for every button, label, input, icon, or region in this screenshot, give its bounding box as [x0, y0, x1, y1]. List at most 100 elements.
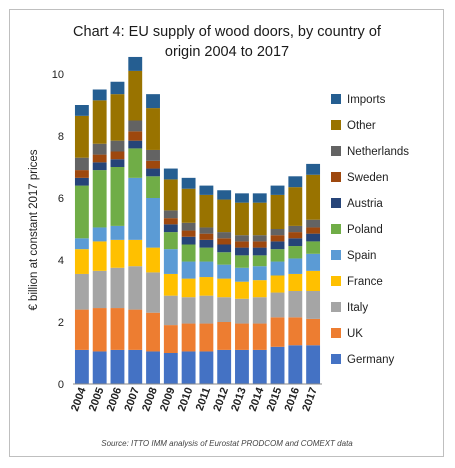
- bar-spain-2010: [181, 261, 196, 279]
- bar-other-2008: [146, 108, 160, 150]
- bar-italy-2009: [163, 295, 178, 326]
- bar-netherlands-2010: [181, 222, 196, 231]
- bar-germany-2017: [306, 345, 321, 384]
- stacked-bar-chart: Chart 4: EU supply of wood doors, by cou…: [28, 24, 409, 448]
- legend-swatch-netherlands: [331, 146, 341, 156]
- bar-sweden-2009: [163, 218, 178, 225]
- legend-label-austria: Austria: [347, 198, 383, 210]
- bar-germany-2009: [163, 353, 178, 384]
- legend-swatch-poland: [331, 224, 341, 234]
- bar-netherlands-2017: [306, 219, 321, 228]
- y-tick-label: 10: [52, 69, 64, 81]
- bar-spain-2004: [74, 238, 89, 250]
- bar-other-2004: [74, 115, 89, 158]
- y-tick-label: 8: [58, 131, 64, 143]
- bar-poland-2015: [270, 249, 285, 262]
- bar-other-2006: [110, 94, 125, 141]
- bar-poland-2017: [306, 241, 321, 254]
- x-tick-label: 2015: [265, 386, 285, 413]
- bar-austria-2007: [128, 140, 143, 149]
- bar-austria-2012: [217, 244, 232, 253]
- bar-france-2008: [146, 247, 160, 273]
- x-tick-label: 2008: [140, 386, 160, 413]
- bar-austria-2015: [270, 241, 285, 250]
- bar-spain-2016: [288, 258, 303, 274]
- y-tick-label: 2: [58, 317, 64, 329]
- bar-uk-2017: [306, 318, 321, 346]
- bar-netherlands-2006: [110, 140, 125, 152]
- bar-poland-2006: [110, 167, 125, 226]
- bar-sweden-2005: [92, 154, 107, 163]
- x-tick-label: 2016: [282, 386, 302, 413]
- bar-germany-2016: [288, 345, 303, 384]
- bar-austria-2016: [288, 238, 303, 247]
- bar-spain-2006: [110, 225, 125, 240]
- legend-label-spain: Spain: [347, 250, 376, 262]
- bar-austria-2013: [235, 247, 249, 256]
- y-tick-label: 4: [58, 255, 64, 267]
- bar-other-2014: [252, 202, 267, 236]
- legend-swatch-sweden: [331, 172, 341, 182]
- x-tick-label: 2005: [87, 386, 107, 413]
- legend-swatch-spain: [331, 250, 341, 260]
- bar-france-2017: [306, 270, 321, 291]
- bar-france-2005: [92, 241, 107, 271]
- bar-poland-2008: [146, 176, 160, 198]
- legend-swatch-imports: [331, 94, 341, 104]
- bar-other-2015: [270, 194, 285, 229]
- bar-italy-2015: [270, 292, 285, 318]
- legend: Imports Other Netherlands Sweden Austria Pola…: [331, 94, 409, 366]
- legend-label-italy: Italy: [347, 302, 368, 314]
- bar-netherlands-2012: [217, 232, 232, 239]
- bar-imports-2006: [110, 81, 125, 95]
- bar-netherlands-2004: [74, 157, 89, 171]
- bar-italy-2010: [181, 297, 196, 324]
- bar-spain-2013: [235, 267, 249, 282]
- bar-netherlands-2013: [235, 235, 249, 242]
- bar-netherlands-2011: [199, 227, 214, 234]
- x-tick-label: 2012: [211, 386, 231, 413]
- bar-germany-2005: [92, 351, 107, 384]
- y-axis-ticks: 0 2 4 6 8 10: [52, 69, 64, 391]
- bar-other-2016: [288, 187, 303, 226]
- bar-france-2014: [252, 280, 267, 298]
- legend-label-other: Other: [347, 120, 376, 132]
- bar-poland-2004: [74, 185, 89, 239]
- bar-imports-2012: [217, 190, 232, 200]
- bar-other-2005: [92, 100, 107, 144]
- bar-austria-2009: [163, 224, 178, 233]
- bar-spain-2008: [146, 198, 160, 248]
- bar-france-2009: [163, 273, 178, 296]
- bar-poland-2014: [252, 255, 267, 267]
- bar-uk-2005: [92, 308, 107, 352]
- legend-swatch-uk: [331, 328, 341, 338]
- bar-sweden-2010: [181, 230, 196, 237]
- bar-sweden-2011: [199, 233, 214, 240]
- bar-france-2015: [270, 275, 285, 293]
- bar-spain-2009: [163, 249, 178, 274]
- bar-uk-2013: [235, 323, 249, 350]
- bar-poland-2005: [92, 170, 107, 228]
- bar-uk-2011: [199, 323, 214, 352]
- x-tick-label: 2017: [300, 386, 320, 413]
- x-tick-label: 2007: [122, 386, 142, 413]
- bar-imports-2014: [252, 193, 267, 203]
- bar-germany-2015: [270, 346, 285, 384]
- legend-label-germany: Germany: [347, 354, 395, 366]
- bar-italy-2013: [235, 298, 249, 324]
- x-tick-label: 2010: [176, 386, 196, 413]
- bar-imports-2009: [163, 168, 178, 180]
- bar-other-2013: [235, 202, 249, 236]
- x-tick-label: 2006: [105, 386, 125, 413]
- bar-uk-2010: [181, 323, 196, 352]
- bar-uk-2004: [74, 309, 89, 350]
- legend-label-uk: UK: [347, 328, 363, 340]
- bar-sweden-2015: [270, 235, 285, 242]
- bar-italy-2006: [110, 267, 125, 309]
- bar-sweden-2012: [217, 238, 232, 245]
- bar-austria-2017: [306, 233, 321, 242]
- bar-germany-2010: [181, 351, 196, 384]
- bar-sweden-2004: [74, 170, 89, 178]
- bar-sweden-2007: [128, 131, 143, 141]
- bar-uk-2012: [217, 322, 232, 350]
